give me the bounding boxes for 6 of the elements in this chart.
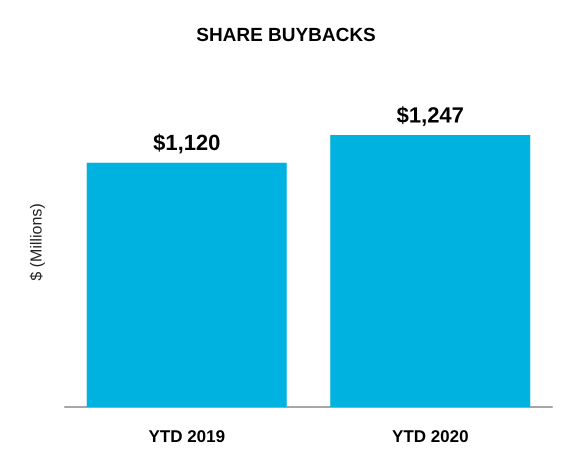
- x-tick-label: YTD 2019: [148, 427, 226, 446]
- data-label: $1,247: [396, 102, 464, 128]
- y-axis-title: $ (Millions): [28, 203, 46, 281]
- data-label: $1,120: [153, 130, 220, 156]
- x-tick-label: YTD 2020: [392, 427, 469, 446]
- chart-title: SHARE BUYBACKS: [196, 25, 376, 46]
